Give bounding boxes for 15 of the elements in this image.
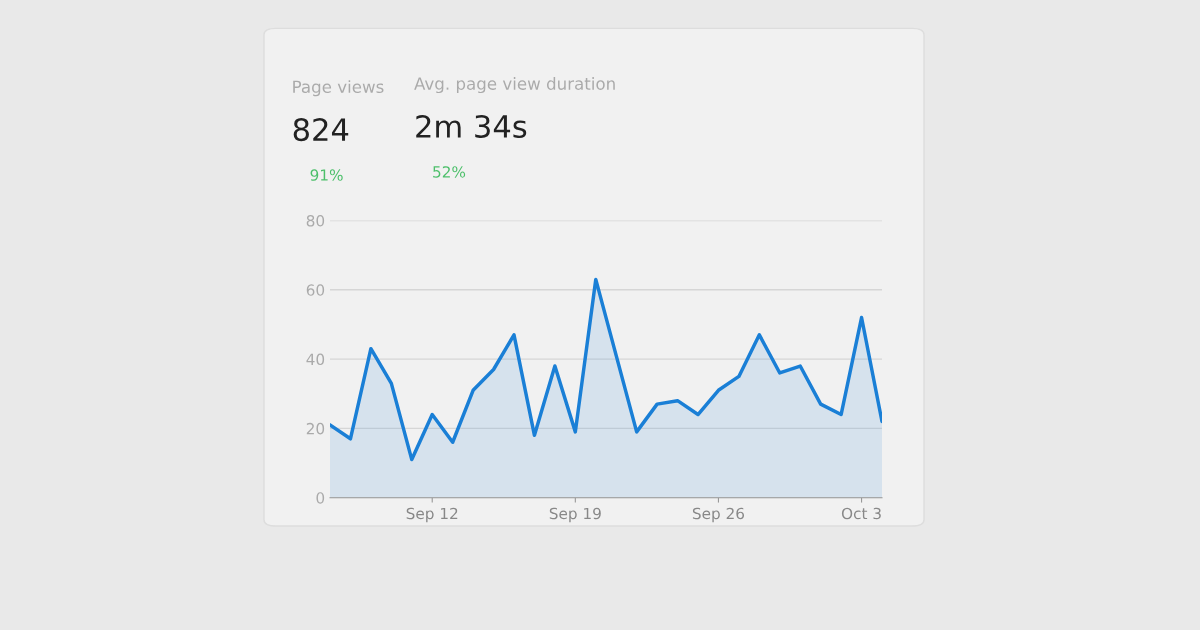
y-tick-label: 40: [306, 353, 325, 366]
y-tick-label: 20: [306, 422, 325, 435]
y-tick-label: 60: [306, 284, 325, 296]
text: 2m 34s: [416, 114, 527, 139]
x-tick-label: Sep 26: [692, 507, 745, 523]
text: 824: [293, 118, 349, 142]
text: 91%: [310, 169, 343, 181]
y-tick-label: 0: [316, 492, 325, 504]
text: Page views: [293, 80, 384, 97]
y-tick-label: 80: [306, 214, 325, 227]
x-tick-label: Oct 3: [841, 507, 881, 520]
text: Avg. page view duration: [414, 76, 615, 94]
x-tick-label: Sep 12: [406, 507, 458, 523]
x-tick-label: Sep 19: [549, 507, 601, 523]
text: 52%: [433, 166, 466, 178]
